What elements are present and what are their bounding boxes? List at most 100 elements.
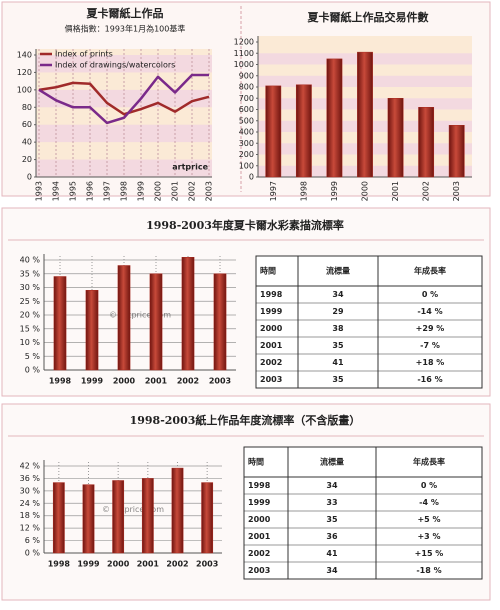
table-cell: -4 % — [419, 498, 439, 507]
table-cell: 2003 — [248, 566, 270, 575]
y-tick-label: 40 % — [20, 256, 41, 265]
bar — [112, 480, 125, 554]
table — [255, 255, 483, 389]
table-header: 流標量 — [326, 266, 350, 276]
x-tick-label: 2000 — [361, 181, 370, 201]
legend-label: Index of drawings/watercolors — [55, 61, 175, 70]
x-tick-label: 2000 — [107, 560, 130, 569]
x-tick-label: 2001 — [145, 377, 168, 386]
y-tick-label: 500 — [239, 116, 254, 125]
x-tick-label: 2003 — [209, 377, 231, 386]
table-cell: -14 % — [417, 307, 442, 316]
chart-title: 夏卡爾紙上作品 — [87, 6, 164, 20]
x-tick-label: 2001 — [391, 181, 400, 201]
y-tick-label: 36 % — [20, 474, 41, 483]
legend-label: Index of prints — [55, 50, 113, 59]
chart-title: 夏卡爾紙上作品交易件數 — [308, 10, 429, 24]
y-tick-label: 600 — [239, 105, 254, 114]
table-cell: -7 % — [420, 341, 440, 350]
y-tick-label: 80 — [22, 103, 32, 112]
table-header: 年成長率 — [413, 457, 445, 467]
y-tick-label: 30 % — [20, 283, 41, 292]
x-tick-label: 1998 — [49, 377, 72, 386]
x-tick-label: 2003 — [196, 560, 218, 569]
y-tick-label: 700 — [239, 94, 254, 103]
bar — [181, 257, 195, 371]
series-line — [38, 73, 209, 125]
bar — [387, 98, 404, 178]
y-tick-label: 18 % — [20, 511, 41, 520]
bar — [213, 273, 227, 371]
bar — [448, 125, 465, 178]
bar — [201, 482, 214, 554]
table-cell: 41 — [326, 549, 338, 558]
y-tick-label: 12 % — [20, 524, 41, 533]
bar — [418, 107, 435, 178]
x-tick-label: 1997 — [103, 181, 112, 201]
table-cell: 2002 — [260, 358, 282, 367]
x-tick-label: 2003 — [452, 181, 461, 201]
y-tick-label: 400 — [239, 128, 254, 137]
y-tick-label: 20 % — [20, 311, 41, 320]
y-tick-label: 1000 — [234, 60, 254, 69]
x-tick-label: 1999 — [137, 181, 146, 201]
grid-band — [36, 55, 212, 73]
x-tick-label: 1999 — [77, 560, 100, 569]
table-cell: +3 % — [417, 532, 440, 541]
y-tick-label: 0 % — [25, 549, 41, 558]
x-tick-label: 1999 — [330, 181, 339, 201]
table-cell: 41 — [332, 358, 344, 367]
y-tick-label: 60 — [22, 120, 32, 129]
table-cell: 2002 — [248, 549, 270, 558]
table-cell: 2001 — [260, 341, 283, 350]
x-tick-label: 1999 — [81, 377, 104, 386]
y-tick-label: 900 — [239, 71, 254, 80]
table-cell: 35 — [326, 515, 338, 524]
x-tick-label: 2002 — [188, 181, 197, 201]
bar — [357, 51, 373, 178]
table-cell: -16 % — [417, 375, 442, 384]
table-cell: 2000 — [248, 515, 271, 524]
table-cell: 34 — [326, 481, 338, 490]
bar — [326, 58, 343, 178]
table-cell: 1999 — [248, 498, 271, 507]
y-tick-label: 120 — [17, 68, 32, 77]
y-tick-label: 5 % — [25, 352, 41, 361]
x-tick-label: 1994 — [52, 181, 61, 201]
table-cell: 0 % — [421, 481, 437, 490]
x-tick-label: 1997 — [269, 181, 278, 201]
x-tick-label: 1998 — [120, 181, 129, 201]
table-cell: +18 % — [416, 358, 445, 367]
y-tick-label: 35 % — [20, 269, 41, 278]
table-cell: +5 % — [417, 515, 440, 524]
watermark: artprice — [172, 163, 208, 172]
x-tick-label: 1995 — [69, 181, 78, 201]
bar — [295, 84, 312, 178]
table-header: 時間 — [248, 457, 264, 467]
bar — [53, 276, 67, 371]
table-cell: 29 — [332, 307, 344, 316]
y-tick-label: 25 % — [20, 297, 41, 306]
x-tick-label: 2001 — [137, 560, 160, 569]
y-tick-label: 300 — [239, 139, 254, 148]
y-tick-label: 6 % — [25, 536, 41, 545]
y-tick-label: 100 — [239, 161, 254, 170]
bar — [149, 273, 163, 371]
y-tick-label: 42 % — [20, 462, 41, 471]
table-cell: -18 % — [416, 566, 441, 575]
table-cell: 36 — [326, 532, 338, 541]
y-tick-label: 200 — [239, 150, 254, 159]
bar — [265, 85, 282, 178]
table-cell: 2000 — [260, 324, 283, 333]
y-tick-label: 140 — [17, 51, 32, 60]
table-cell: 1998 — [248, 481, 271, 490]
y-tick-label: 30 % — [20, 486, 41, 495]
table-cell: +29 % — [416, 324, 445, 333]
x-tick-label: 2002 — [177, 377, 199, 386]
table-cell: 33 — [326, 498, 337, 507]
x-tick-label: 1993 — [35, 181, 44, 201]
chart-subtitle: 價格指數：1993年1月為100基準 — [65, 24, 186, 34]
table-cell: 1999 — [260, 307, 283, 316]
